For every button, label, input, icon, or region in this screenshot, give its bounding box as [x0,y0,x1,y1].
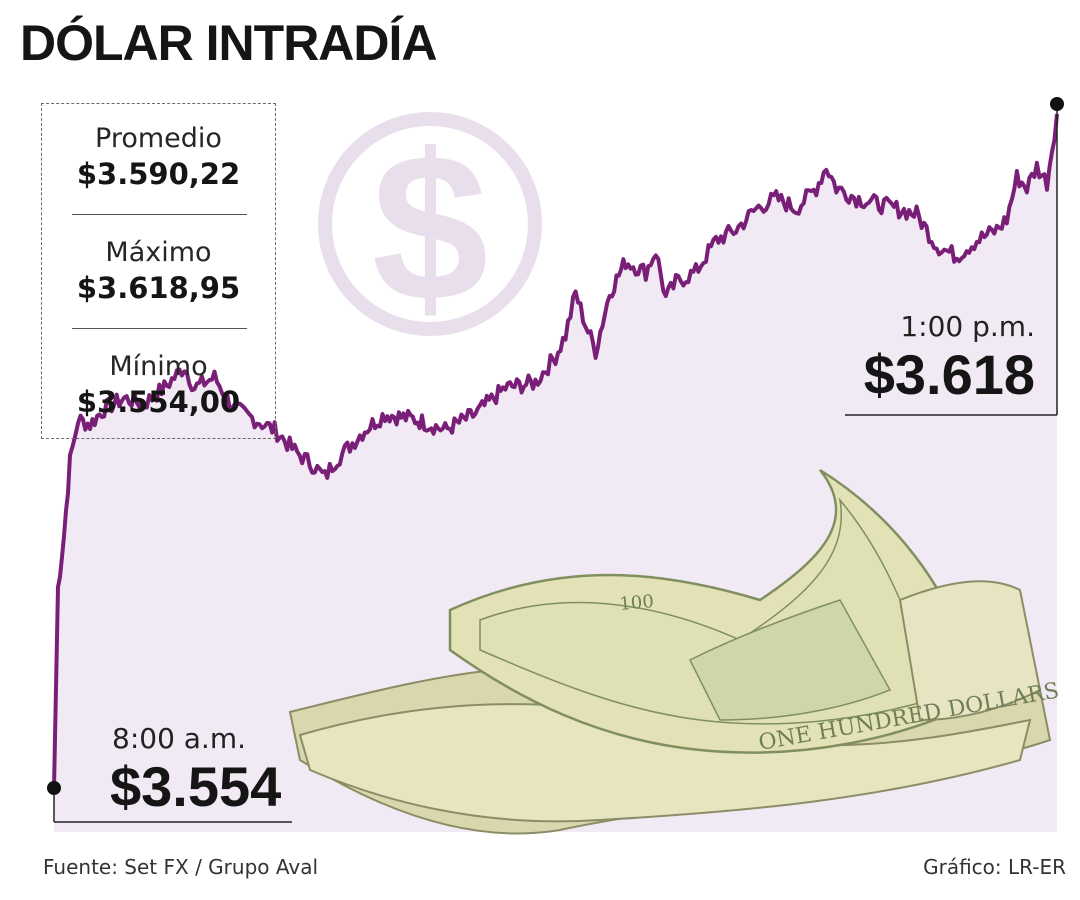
source-note: Fuente: Set FX / Grupo Aval [43,855,319,879]
start-marker [47,781,61,795]
stat-divider [72,214,247,215]
series-line [52,113,1059,789]
stat-min-value: $3.554,00 [76,385,241,419]
dollar-emblem: $ [318,110,542,345]
graphic-credit: Gráfico: LR-ER [923,855,1066,879]
svg-text:$: $ [372,110,489,345]
svg-text:100: 100 [619,591,655,615]
stat-average-label: Promedio [95,123,222,154]
stat-max-value: $3.618,95 [76,271,241,305]
end-value-label: $3.618 [863,343,1035,406]
stat-average-value: $3.590,22 [76,157,241,191]
end-time-label: 1:00 p.m. [900,310,1035,343]
stats-panel: Promedio $3.590,22 Máximo $3.618,95 Míni… [41,103,276,439]
stat-average: Promedio $3.590,22 [42,122,275,192]
chart-title: DÓLAR INTRADÍA [20,15,438,71]
stat-min-label: Mínimo [109,351,208,382]
stat-max-label: Máximo [105,237,212,268]
start-value-label: $3.554 [110,755,282,818]
stat-max: Máximo $3.618,95 [42,236,275,306]
stat-divider [72,328,247,329]
money-bills-illustration: ONE HUNDRED DOLLARS 100 [288,468,1061,835]
end-marker [1050,97,1064,111]
stat-min: Mínimo $3.554,00 [42,350,275,420]
start-time-label: 8:00 a.m. [112,722,247,755]
